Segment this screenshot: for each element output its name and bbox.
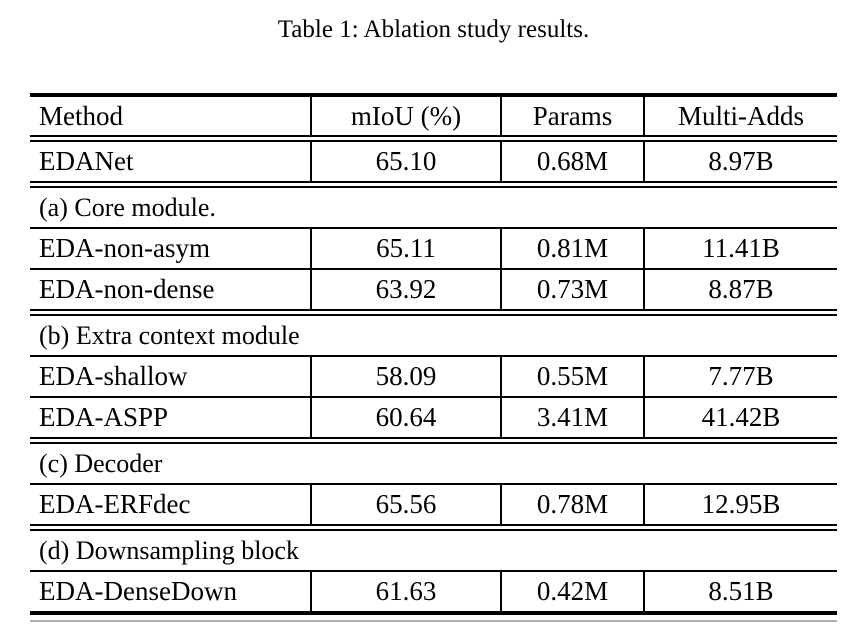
column-header-method: Method [39, 100, 123, 131]
method-cell: EDA-DenseDown [39, 576, 237, 606]
method-cell: EDA-ERFdec [39, 489, 191, 519]
multi-adds-cell: 12.95B [643, 485, 837, 524]
table-row-eda-aspp: EDA-ASPP 60.64 3.41M 41.42B [30, 398, 837, 437]
section-c-underline-rule [30, 483, 837, 485]
row-separator-rule [30, 396, 837, 398]
multi-adds-cell: 41.42B [643, 398, 837, 437]
params-cell: 0.78M [500, 485, 643, 524]
table-row-eda-shallow: EDA-shallow 58.09 0.55M 7.77B [30, 357, 837, 396]
method-cell: EDA-non-dense [39, 274, 215, 304]
section-d-label: (d) Downsampling block [39, 535, 299, 565]
section-separator-rule [30, 524, 837, 531]
section-a-label: (a) Core module. [39, 192, 216, 222]
method-cell: EDA-ASPP [39, 402, 169, 432]
table-row-eda-non-dense: EDA-non-dense 63.92 0.73M 8.87B [30, 270, 837, 309]
params-cell: 0.68M [500, 142, 643, 181]
ablation-table: Method mIoU (%) Params Multi-Adds EDANet… [30, 93, 837, 622]
miou-cell: 61.63 [310, 572, 500, 611]
miou-cell: 65.11 [310, 229, 500, 268]
table-row-eda-densedown: EDA-DenseDown 61.63 0.42M 8.51B [30, 572, 837, 611]
table-top-rule [30, 93, 837, 97]
header-separator-rule [30, 135, 837, 142]
table-header-row: Method mIoU (%) Params Multi-Adds [30, 97, 837, 135]
section-b-label: (b) Extra context module [39, 320, 300, 350]
row-separator-rule [30, 268, 837, 270]
params-cell: 3.41M [500, 398, 643, 437]
multi-adds-cell: 8.87B [643, 270, 837, 309]
section-d-underline-rule [30, 570, 837, 572]
miou-cell: 63.92 [310, 270, 500, 309]
params-cell: 0.55M [500, 357, 643, 396]
method-cell: EDA-non-asym [39, 233, 210, 263]
section-b-underline-rule [30, 355, 837, 357]
table-caption: Table 1: Ablation study results. [277, 16, 590, 43]
params-cell: 0.73M [500, 270, 643, 309]
miou-cell: 60.64 [310, 398, 500, 437]
column-header-multi-adds: Multi-Adds [643, 97, 837, 135]
section-separator-rule [30, 437, 837, 444]
table-row-eda-non-asym: EDA-non-asym 65.11 0.81M 11.41B [30, 229, 837, 268]
multi-adds-cell: 8.97B [643, 142, 837, 181]
multi-adds-cell: 11.41B [643, 229, 837, 268]
params-cell: 0.42M [500, 572, 643, 611]
params-cell: 0.81M [500, 229, 643, 268]
table-bottom-rule [30, 611, 837, 622]
method-cell: EDA-shallow [39, 361, 188, 391]
column-header-params: Params [500, 97, 643, 135]
section-separator-rule [30, 309, 837, 316]
miou-cell: 58.09 [310, 357, 500, 396]
section-c-label: (c) Decoder [39, 448, 163, 478]
miou-cell: 65.56 [310, 485, 500, 524]
table-row-eda-erfdec: EDA-ERFdec 65.56 0.78M 12.95B [30, 485, 837, 524]
column-header-miou: mIoU (%) [310, 97, 500, 135]
miou-cell: 65.10 [310, 142, 500, 181]
section-separator-rule [30, 181, 837, 188]
table-row-edanet: EDANet 65.10 0.68M 8.97B [30, 142, 837, 181]
method-cell: EDANet [39, 146, 134, 176]
section-a-underline-rule [30, 227, 837, 229]
multi-adds-cell: 7.77B [643, 357, 837, 396]
multi-adds-cell: 8.51B [643, 572, 837, 611]
